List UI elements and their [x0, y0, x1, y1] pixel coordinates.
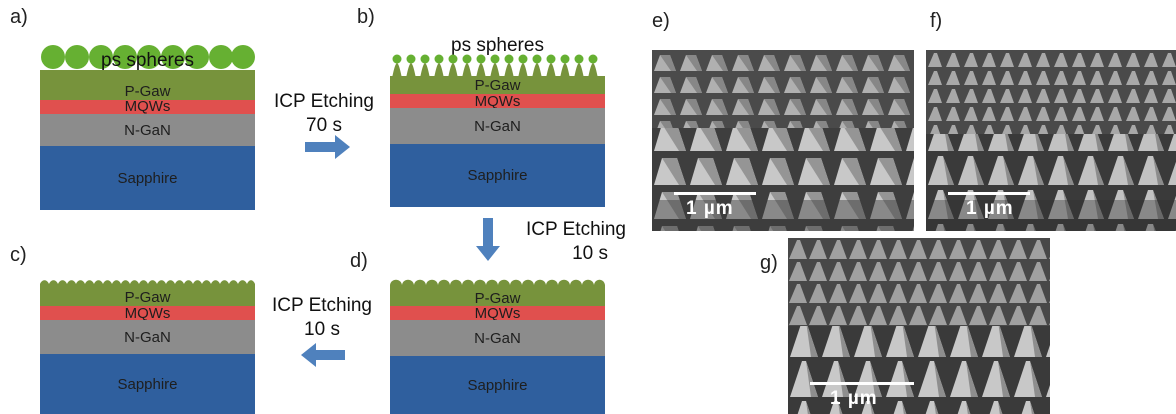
scale-label: 1 µm [830, 388, 878, 409]
etch-duration: 70 s [306, 115, 342, 136]
p-gan-layer: P-Gaw [40, 288, 255, 306]
panel-g-label: g) [760, 252, 778, 274]
n-gan-layer: N-GaN [40, 114, 255, 146]
mqw-layer: MQWs [390, 305, 605, 322]
etch-duration: 10 s [572, 243, 608, 264]
p-gan-layer: P-Gaw [390, 76, 605, 94]
sem-texture-g [788, 238, 1050, 414]
etch-method: ICP Etching [272, 295, 372, 316]
panel-e-label: e) [652, 10, 670, 32]
sphere-label: ps spheres [101, 50, 194, 71]
sem-texture-f [926, 50, 1176, 231]
etch-method: ICP Etching [274, 91, 374, 112]
arrow-left-icon [301, 343, 345, 367]
etch-method: ICP Etching [526, 219, 626, 240]
ps-sphere-row [41, 45, 255, 69]
arrow-right-icon [305, 135, 350, 159]
p-gan-layer: P-Gaw [390, 290, 605, 307]
sem-image-e: 1 µm [652, 50, 914, 231]
etch-step-a-to-b: ICP Etching 70 s [262, 90, 386, 138]
panel-b-layer-stack: ps spheres P-Gaw MQWs N-GaN Sapphire [390, 32, 605, 207]
panel-f-label: f) [930, 10, 943, 32]
sem-image-f: 1 µm [926, 50, 1176, 231]
p-gan-layer: P-Gaw [40, 70, 255, 100]
panel-c-layer-stack: P-Gaw MQWs N-GaN Sapphire [40, 278, 255, 414]
n-gan-layer: N-GaN [390, 320, 605, 356]
panel-b-label: b) [357, 6, 375, 28]
sphere-label: ps spheres [451, 35, 544, 56]
sem-texture-e [652, 50, 914, 231]
scale-bar [674, 192, 756, 195]
etch-step-b-to-d: ICP Etching 10 s [496, 218, 626, 266]
panel-a-layer-stack: ps spheres P-Gaw MQWs N-GaN Sapphire [40, 44, 255, 210]
scale-label: 1 µm [686, 198, 734, 219]
n-gan-layer: N-GaN [390, 108, 605, 144]
n-gan-layer: N-GaN [40, 320, 255, 354]
etch-step-d-to-c: ICP Etching 10 s [260, 294, 384, 342]
scale-label: 1 µm [966, 198, 1014, 219]
sapphire-substrate: Sapphire [40, 354, 255, 414]
panel-d-label: d) [350, 250, 368, 272]
mqw-layer: MQWs [390, 93, 605, 110]
sapphire-substrate: Sapphire [390, 356, 605, 414]
panel-c-label: c) [10, 244, 27, 266]
etch-duration: 10 s [304, 319, 340, 340]
sapphire-substrate: Sapphire [390, 144, 605, 207]
scale-bar [810, 382, 914, 385]
mqw-layer: MQWs [40, 99, 255, 114]
scale-bar [948, 192, 1030, 195]
sem-image-g: 1 µm [788, 238, 1050, 414]
panel-a-label: a) [10, 6, 28, 28]
sapphire-substrate: Sapphire [40, 146, 255, 210]
panel-d-layer-stack: P-Gaw MQWs N-GaN Sapphire [390, 276, 605, 414]
mqw-layer: MQWs [40, 305, 255, 322]
arrow-down-icon [476, 218, 500, 261]
